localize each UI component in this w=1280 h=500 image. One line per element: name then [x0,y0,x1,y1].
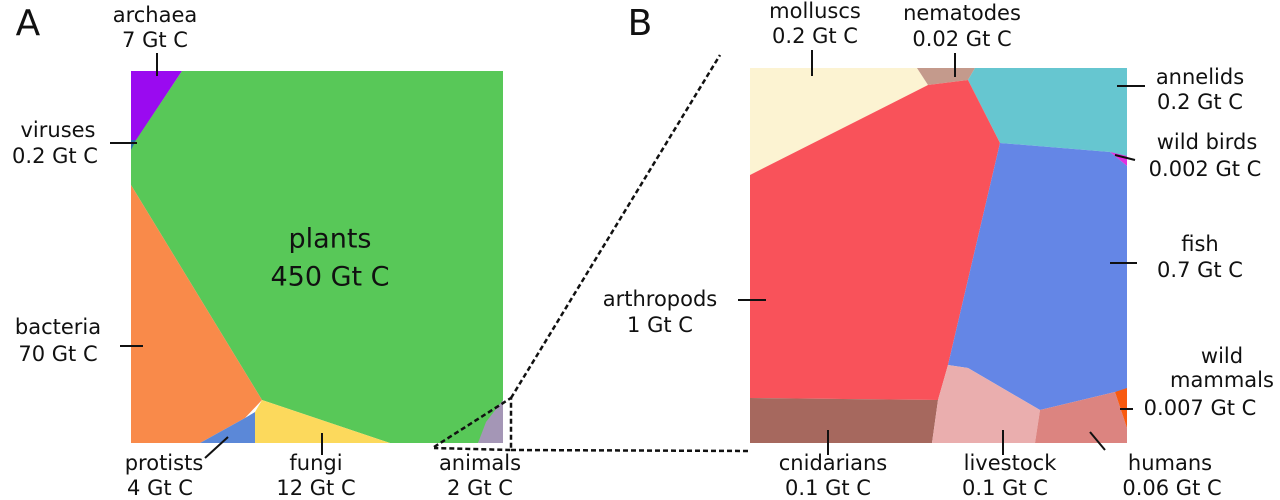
cell-amount: 0.007 Gt C [1144,396,1257,420]
cell-humans [1035,392,1127,443]
leader-lines [110,50,1145,459]
cell-amount: 1 Gt C [627,313,693,337]
zoom-lines [433,54,751,453]
panel-letter: B [628,3,653,44]
cell-name: wild birds [1157,130,1258,154]
cell-name: humans [1128,451,1212,475]
cell-bacteria [131,185,262,443]
cell-fish [948,143,1127,410]
cell-cnidarians [750,398,938,443]
cell-amount: 0.2 Gt C [1157,90,1243,114]
cell-name: molluscs [769,0,861,23]
cell-animals [478,400,503,443]
cell-amount: 0.06 Gt C [1122,476,1221,500]
cell-arthropods [750,80,1000,400]
cell-amount: 0.2 Gt C [12,144,98,168]
cell-amount: 0.7 Gt C [1157,258,1243,282]
cell-name: animals [439,451,521,475]
cell-name: viruses [20,118,95,142]
cell-name: nematodes [903,1,1021,25]
cell-annelids [968,68,1127,158]
labels: A B archaea 7 Gt C viruses 0.2 Gt C plan… [12,0,1274,500]
cell-archaea [131,71,182,145]
zoom-line [509,54,722,399]
cell-fungi [255,400,390,443]
cell-amount: 2 Gt C [447,476,513,500]
cell-amount: 0.2 Gt C [772,24,858,48]
cell-molluscs [750,68,928,175]
cell-name: livestock [964,451,1058,475]
cell-amount: 0.02 Gt C [912,27,1011,51]
leader [1089,431,1106,451]
leader [204,436,229,459]
cell-protists [200,412,255,443]
cell-amount: 0.1 Gt C [962,476,1048,500]
cell-name: fungi [289,451,342,475]
panel-b-cells [750,68,1127,443]
cell-name: mammals [1170,368,1274,392]
cell-amount: 4 Gt C [127,476,193,500]
cell-name: archaea [113,3,198,27]
cell-amount: 70 Gt C [18,342,97,366]
cell-plants [131,71,503,443]
panel-a-cells [131,71,503,443]
panel-letter: A [16,3,41,44]
cell-name: fish [1181,232,1218,256]
cell-name: arthropods [603,287,718,311]
cell-amount: 7 Gt C [122,28,188,52]
zoom-line [510,448,751,453]
cell-name: wild [1201,344,1243,368]
cell-name: cnidarians [779,451,887,475]
cell-livestock [932,365,1040,443]
cell-name: annelids [1156,65,1244,89]
cell-name: plants [289,224,372,255]
cell-nematodes [917,68,975,85]
cell-amount: 450 Gt C [270,262,389,293]
cell-name: protists [125,451,204,475]
leader [1114,154,1136,161]
cell-amount: 0.1 Gt C [785,476,871,500]
cell-name: bacteria [15,315,101,339]
cell-amount: 0.002 Gt C [1149,157,1262,181]
cell-amount: 12 Gt C [276,476,355,500]
